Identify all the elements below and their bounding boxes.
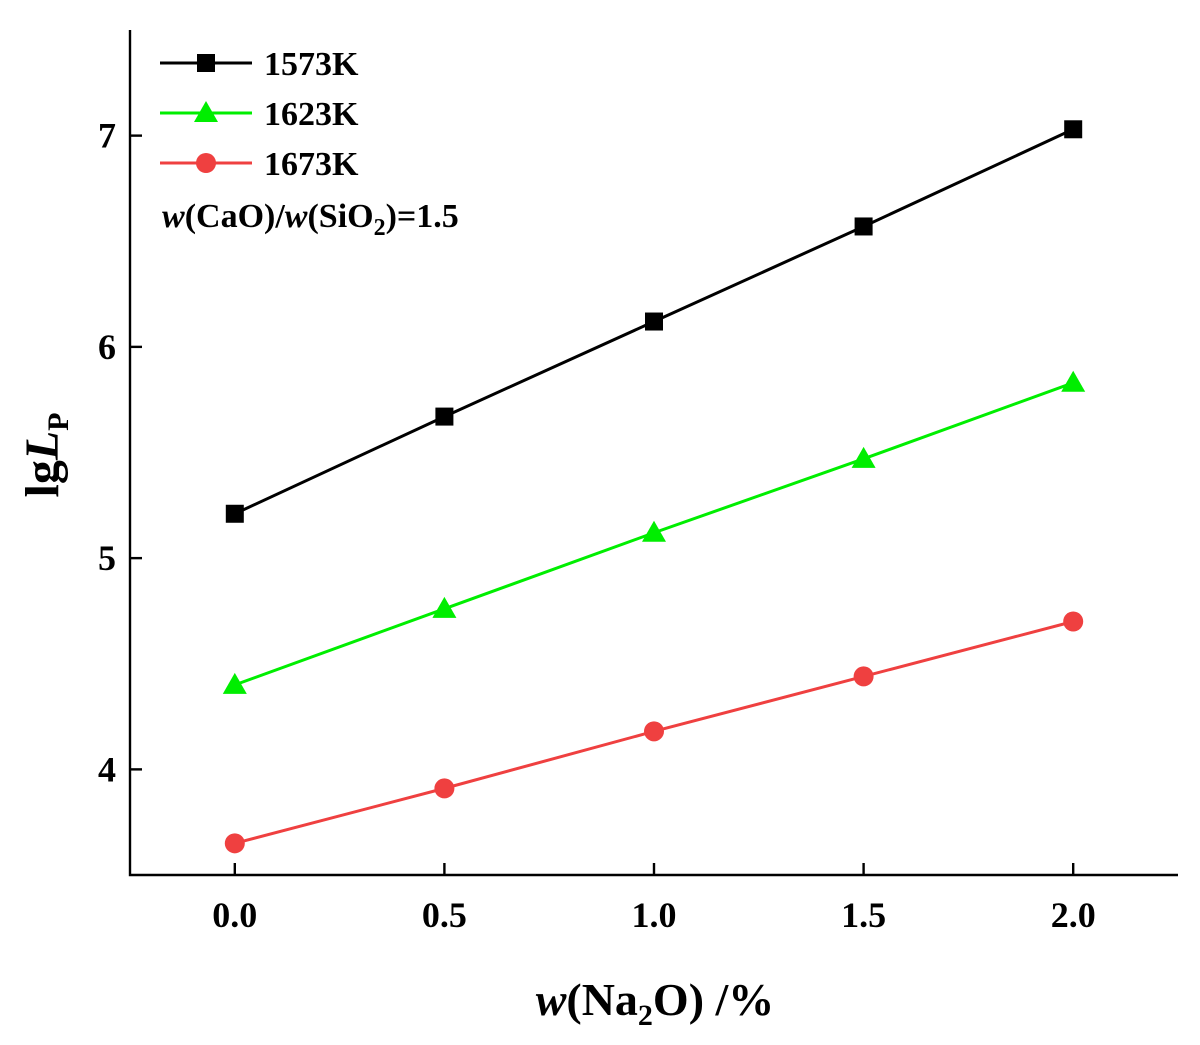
legend-label: 1623K	[264, 96, 359, 133]
annotation-text-2: (SiO	[307, 198, 373, 235]
y-tick-label: 7	[98, 116, 116, 156]
data-point	[434, 778, 455, 799]
series-layer	[222, 120, 1086, 854]
x-tick-label: 1.5	[841, 895, 886, 935]
data-point	[435, 407, 454, 426]
data-point	[645, 312, 663, 331]
axes: 0.0 0.5 1.0 1.5 2.0 4 5 6 7	[98, 30, 1178, 935]
x-tick-label: 0.5	[422, 895, 467, 935]
legend: 1573K 1623K 1673K	[160, 46, 359, 183]
y-title-main: lg	[16, 460, 69, 497]
data-point	[642, 520, 666, 542]
x-title-subscript: 2	[638, 999, 653, 1032]
x-tick-label: 1.0	[632, 895, 677, 935]
y-axis-title: lgLP	[16, 413, 75, 498]
annotation-var-2: w	[285, 198, 308, 235]
axis-frame	[128, 30, 1178, 877]
y-title-subscript: P	[42, 413, 75, 431]
y-title-var: L	[16, 431, 69, 461]
data-point	[224, 833, 245, 854]
legend-item: 1573K	[160, 46, 359, 83]
y-tick-label: 5	[98, 538, 116, 578]
annotation-text-1: (CaO)/	[185, 198, 286, 235]
data-point	[644, 721, 664, 742]
annotation-var-1: w	[162, 198, 185, 235]
annotation-text-3: )=1.5	[386, 198, 459, 235]
data-point	[1063, 611, 1084, 632]
data-point	[853, 666, 874, 687]
y-tick-label: 4	[98, 749, 116, 789]
data-point	[1061, 370, 1086, 392]
data-point	[854, 217, 873, 236]
legend-item: 1673K	[160, 146, 359, 183]
x-title-var: w	[536, 974, 567, 1025]
x-tick-label: 0.0	[212, 895, 257, 935]
legend-label: 1673K	[264, 146, 359, 183]
data-point	[432, 596, 457, 618]
legend-item: 1623K	[160, 96, 359, 133]
x-axis-title: w(Na2O) /%	[536, 974, 775, 1032]
series-1573K	[225, 120, 1083, 523]
annotation-subscript: 2	[374, 215, 386, 241]
data-point	[225, 504, 244, 523]
y-tick-label: 6	[98, 327, 116, 367]
series-1623K	[222, 370, 1086, 694]
x-tick-label: 2.0	[1051, 895, 1096, 935]
legend-label: 1573K	[264, 46, 359, 83]
data-point	[222, 672, 247, 694]
legend-marker	[197, 54, 215, 72]
legend-marker	[196, 153, 216, 173]
legend-marker	[194, 101, 218, 122]
basicity-annotation: w(CaO)/w(SiO2)=1.5	[162, 198, 459, 241]
x-title-open: (Na	[566, 974, 638, 1025]
series-1673K	[224, 611, 1084, 854]
data-point	[851, 446, 876, 468]
data-point	[1064, 120, 1083, 139]
x-title-close: O) /%	[653, 974, 774, 1025]
